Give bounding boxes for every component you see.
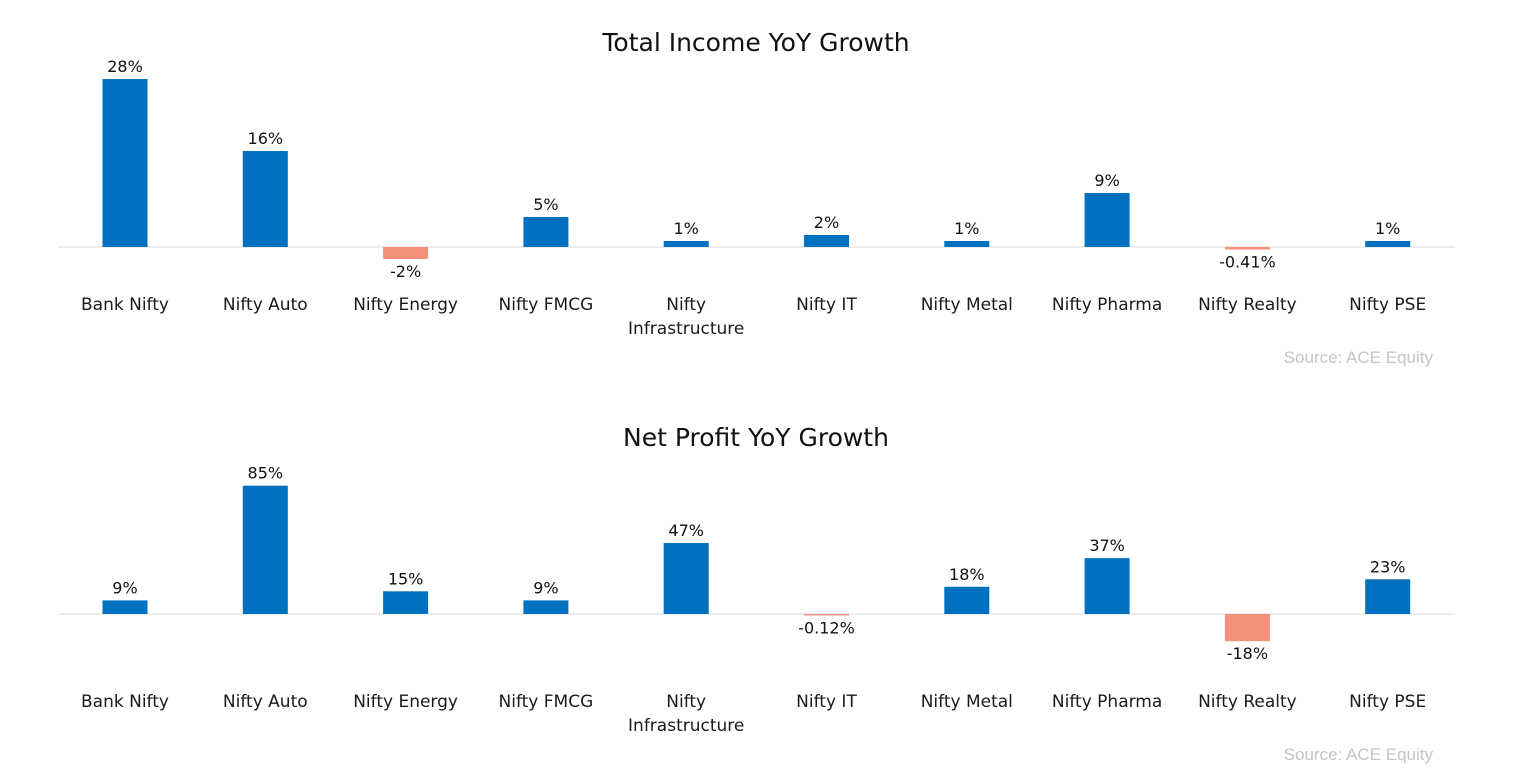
chart-title: Total Income YoY Growth [601,28,909,57]
category-label: Nifty Pharma [1052,295,1162,315]
category-label: Nifty FMCG [499,692,594,712]
chart-title: Net Profit YoY Growth [623,423,889,452]
bar [1084,558,1130,614]
data-label: -18% [1227,644,1268,663]
data-label: 1% [1375,219,1400,238]
data-label: 9% [533,578,558,597]
bar [242,485,288,614]
data-label: 23% [1370,557,1406,576]
data-label: 15% [388,569,424,588]
net-profit-chart: Net Profit YoY Growth 9% 85% 15% 9% 47% -0.12… [0,390,1522,780]
category-label-group: Bank Nifty Nifty Auto Nifty Energy Nifty FM… [81,295,1426,339]
source-note: Source: ACE Equity [1284,348,1434,367]
data-label: 9% [1094,171,1119,190]
data-label: 37% [1089,536,1125,555]
data-label: 9% [112,578,137,597]
bar [804,235,849,247]
category-label: Bank Nifty [81,692,169,712]
bar [663,241,709,247]
category-label: Nifty [666,692,706,712]
category-label: Nifty Metal [921,692,1013,712]
bar [383,591,429,614]
bar-group [102,79,1411,259]
value-label-group: 28% 16% -2% 5% 1% 2% 1% 9% -0.41% 1% [107,57,1400,281]
category-label: Nifty IT [796,295,857,315]
bar [663,543,709,614]
bar [1224,614,1270,642]
data-label: 85% [248,464,284,483]
data-label: 28% [107,57,143,76]
bar-group [102,485,1411,642]
bar [102,600,148,614]
category-label: Nifty PSE [1349,692,1426,712]
data-label: -2% [390,262,421,281]
bar [102,79,148,247]
data-label: 5% [533,195,558,214]
data-label: -0.12% [798,619,855,638]
bar [1084,193,1130,247]
category-label: Nifty Auto [223,692,308,712]
bar [944,586,990,614]
bar [1365,579,1411,614]
category-label: Nifty Realty [1198,692,1297,712]
data-label: 2% [814,213,839,232]
data-label: 47% [668,521,704,540]
bar [242,151,288,247]
category-label: Infrastructure [628,716,744,736]
category-label: Bank Nifty [81,295,169,315]
data-label: -0.41% [1219,253,1276,272]
bar [383,247,429,259]
category-label: Infrastructure [628,319,744,339]
data-label: 16% [248,129,284,148]
data-label: 1% [674,219,699,238]
category-label: Nifty Energy [353,692,458,712]
category-label: Nifty Realty [1198,295,1297,315]
value-label-group: 9% 85% 15% 9% 47% -0.12% 18% 37% -18% 23% [112,464,1405,664]
category-label: Nifty Auto [223,295,308,315]
category-label: Nifty PSE [1349,295,1426,315]
bar [523,600,569,614]
category-label: Nifty Energy [353,295,458,315]
source-note: Source: ACE Equity [1284,745,1434,764]
bar [1224,247,1270,250]
bar [804,614,849,616]
net-profit-chart-svg: Net Profit YoY Growth 9% 85% 15% 9% 47% -0.12… [58,423,1455,764]
category-label: Nifty Pharma [1052,692,1162,712]
category-label: Nifty IT [796,692,857,712]
category-label: Nifty Metal [921,295,1013,315]
total-income-chart: Total Income YoY Growth 28% 16% -2% 5% 1% 2% 1… [58,28,1455,367]
category-label-group: Bank Nifty Nifty Auto Nifty Energy Nifty FM… [81,692,1426,736]
bar [944,241,990,247]
bar [523,217,569,247]
data-label: 1% [954,219,979,238]
category-label: Nifty [666,295,706,315]
total-income-chart-svg: Total Income YoY Growth 28% 16% -2% 5% 1% 2% 1… [58,28,1455,367]
bar [1365,241,1411,247]
category-label: Nifty FMCG [499,295,594,315]
data-label: 18% [949,565,985,584]
